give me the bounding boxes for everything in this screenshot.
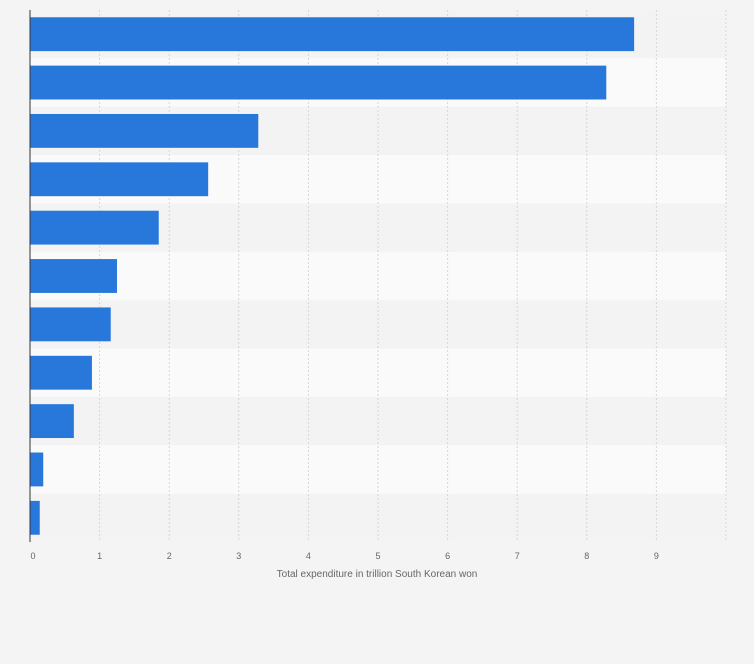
x-tick-label: 5 [375, 551, 380, 561]
x-tick-label: 7 [515, 551, 520, 561]
x-tick-label: 4 [306, 551, 311, 561]
bar [30, 500, 40, 535]
bar [30, 65, 607, 100]
bar [30, 452, 44, 487]
x-axis-ticks: 0 1 2 3 4 5 6 7 8 9 [30, 551, 658, 561]
bar [30, 17, 635, 52]
bar [30, 307, 111, 342]
x-tick-label: 0 [30, 551, 35, 561]
bar [30, 404, 74, 439]
x-tick-label: 2 [167, 551, 172, 561]
bar [30, 355, 92, 390]
row-band [30, 348, 726, 397]
x-tick-label: 6 [445, 551, 450, 561]
x-axis-label: Total expenditure in trillion South Kore… [277, 569, 478, 580]
x-tick-label: 8 [584, 551, 589, 561]
x-tick-label: 1 [97, 551, 102, 561]
bar [30, 210, 159, 245]
row-band [30, 493, 726, 542]
bar [30, 113, 259, 148]
x-tick-label: 3 [236, 551, 241, 561]
row-band [30, 396, 726, 446]
x-tick-label: 9 [654, 551, 659, 561]
bar [30, 162, 209, 197]
bar [30, 259, 117, 293]
bars [30, 17, 635, 535]
row-band [30, 300, 726, 349]
row-band [30, 445, 726, 494]
